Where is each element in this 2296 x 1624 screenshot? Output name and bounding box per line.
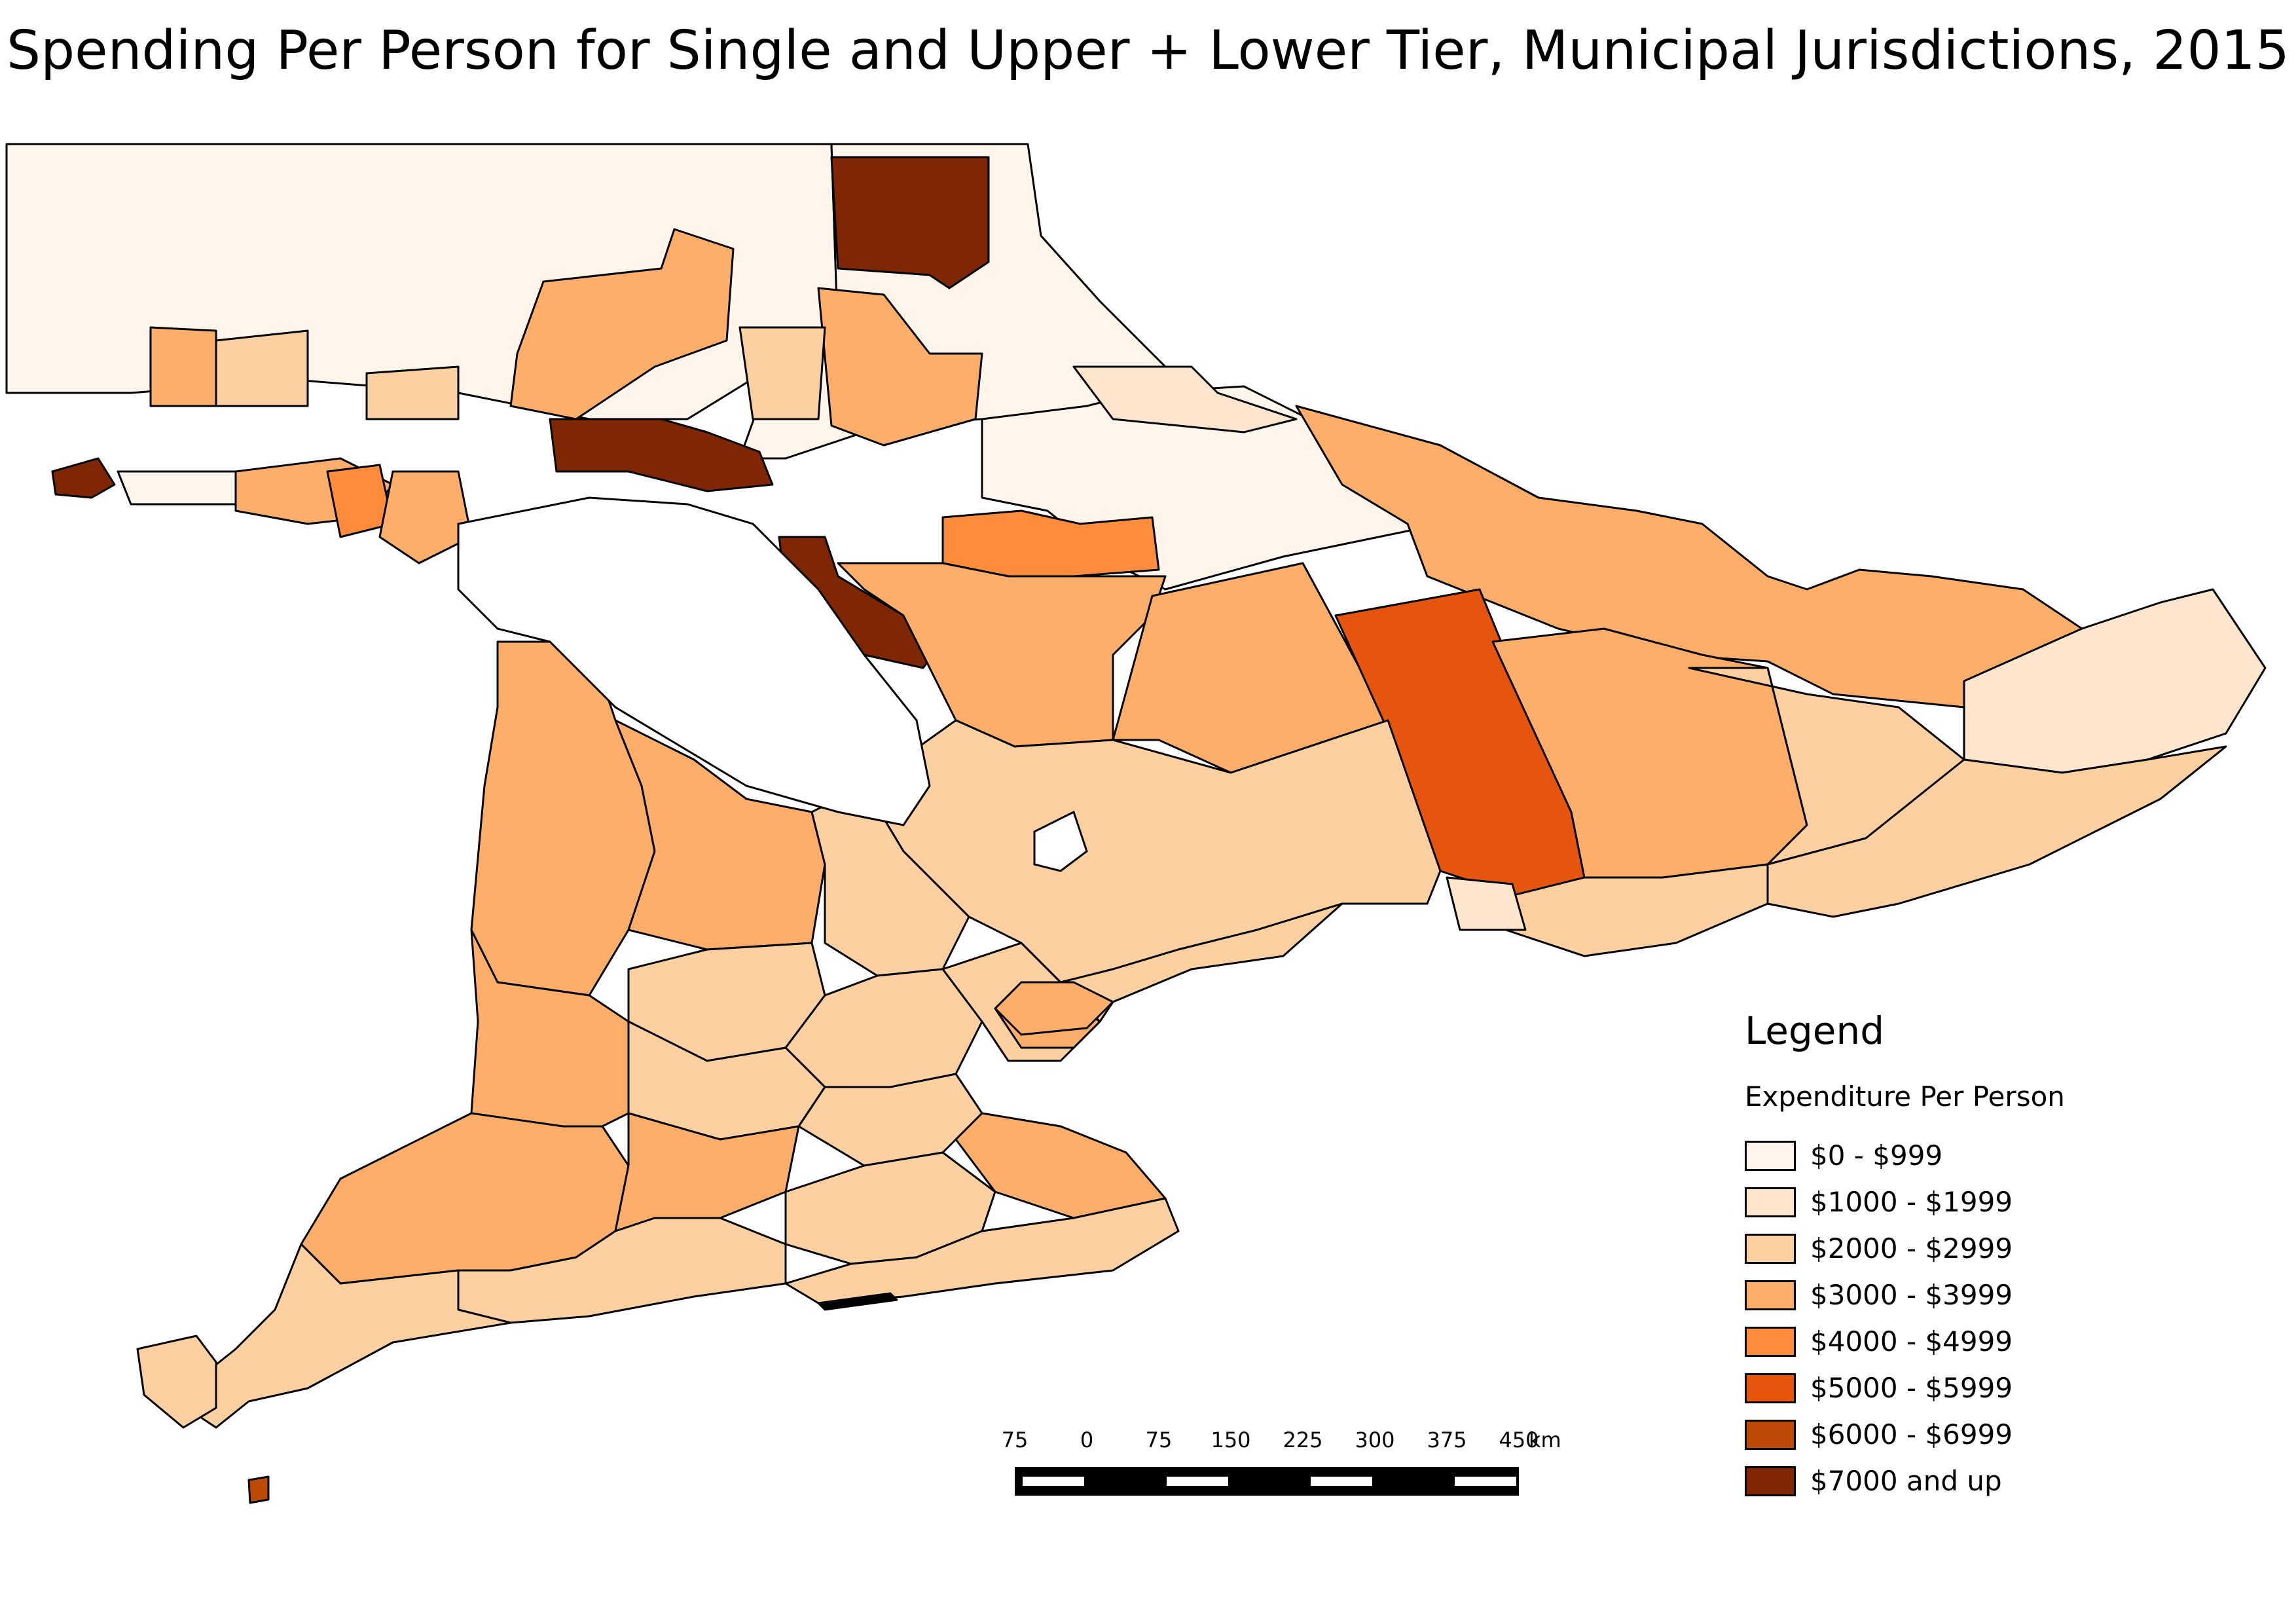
region-north-mid-d xyxy=(215,329,309,407)
legend-item: $5000 - $5999 xyxy=(1745,1365,2203,1411)
region-manitoulin-c xyxy=(378,470,473,564)
region-haldimand xyxy=(955,1112,1167,1219)
legend-label: $4000 - $4999 xyxy=(1810,1325,2013,1357)
legend-swatch xyxy=(1745,1373,1796,1403)
scale-tick-label: 300 xyxy=(1355,1428,1395,1452)
region-essex-south xyxy=(136,1335,217,1429)
legend-item: $6000 - $6999 xyxy=(1745,1411,2203,1458)
legend-swatch xyxy=(1745,1466,1796,1496)
legend-label: $7000 and up xyxy=(1810,1465,2002,1497)
region-island-light xyxy=(117,470,237,506)
legend-item: $1000 - $1999 xyxy=(1745,1179,2203,1225)
legend-item: $4000 - $4999 xyxy=(1745,1318,2203,1365)
lake-huron xyxy=(457,496,931,826)
scale-bar: 75 0 75 150 225 300 375 450 km xyxy=(995,1428,1584,1506)
scale-tick-label: 375 xyxy=(1427,1428,1467,1452)
legend-label: $2000 - $2999 xyxy=(1810,1232,2013,1264)
scale-tick-label: 225 xyxy=(1283,1428,1323,1452)
legend: Legend Expenditure Per Person $0 - $999 $… xyxy=(1745,1008,2203,1504)
region-durham xyxy=(994,981,1114,1036)
region-north-mid-c xyxy=(738,326,826,420)
region-north-mid-b xyxy=(817,287,983,447)
region-island-west xyxy=(51,457,116,499)
scale-bar-graphic xyxy=(1015,1467,1519,1496)
legend-label: $6000 - $6999 xyxy=(1810,1418,2013,1450)
region-central-north-fringe xyxy=(1072,365,1298,434)
legend-label: $5000 - $5999 xyxy=(1810,1372,2013,1404)
scale-segment xyxy=(1455,1477,1516,1486)
legend-label: $0 - $999 xyxy=(1810,1139,1943,1172)
scale-tick-label: 75 xyxy=(1001,1428,1029,1452)
region-eastern-shore xyxy=(1478,863,1769,957)
region-north-mid-a xyxy=(509,228,735,420)
scale-unit: km xyxy=(1529,1428,1561,1452)
legend-swatch xyxy=(1745,1326,1796,1357)
legend-title: Legend xyxy=(1745,1008,1885,1053)
region-bruce xyxy=(470,640,656,997)
scale-tick-label: 450 xyxy=(1499,1428,1539,1452)
region-north-mid-e xyxy=(149,326,217,407)
legend-label: $1000 - $1999 xyxy=(1810,1186,2013,1218)
region-oxford xyxy=(797,1073,983,1167)
scale-tick-label: 0 xyxy=(1080,1428,1094,1452)
legend-item: $3000 - $3999 xyxy=(1745,1272,2203,1318)
legend-swatch xyxy=(1745,1233,1796,1264)
legend-item: $7000 and up xyxy=(1745,1458,2203,1504)
region-eastern-east xyxy=(1766,745,2227,918)
region-central-mid xyxy=(837,562,1167,748)
scale-tick-label: 75 xyxy=(1145,1428,1173,1452)
region-muskoka xyxy=(941,509,1160,578)
legend-swatch xyxy=(1745,1140,1796,1171)
legend-swatch xyxy=(1745,1419,1796,1450)
region-north-darkest xyxy=(830,156,990,289)
legend-label: $3000 - $3999 xyxy=(1810,1279,2013,1311)
region-north-shore-darkest xyxy=(549,418,774,492)
legend-subtitle: Expenditure Per Person xyxy=(1745,1080,2065,1113)
region-longpoint xyxy=(817,1292,898,1311)
region-pelee xyxy=(247,1475,270,1504)
region-kingston-light xyxy=(1446,876,1527,931)
map-title: Spending Per Person for Single and Upper… xyxy=(7,20,2289,82)
legend-swatch xyxy=(1745,1280,1796,1310)
legend-items: $0 - $999 $1000 - $1999 $2000 - $2999 $3000… xyxy=(1745,1132,2203,1504)
scale-segment xyxy=(1311,1477,1372,1486)
scale-tick-label: 150 xyxy=(1211,1428,1251,1452)
region-north-mid-f xyxy=(365,365,460,420)
legend-item: $2000 - $2999 xyxy=(1745,1225,2203,1272)
lake-simcoe xyxy=(1033,810,1088,872)
region-essex xyxy=(195,1243,512,1429)
scale-segment xyxy=(1167,1477,1228,1486)
scale-segment xyxy=(1023,1477,1084,1486)
region-toronto xyxy=(1020,902,1343,1023)
legend-item: $0 - $999 xyxy=(1745,1132,2203,1179)
legend-swatch xyxy=(1745,1187,1796,1217)
